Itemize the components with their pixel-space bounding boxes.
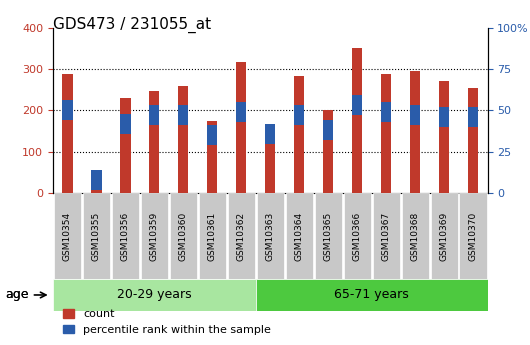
Text: 20-29 years: 20-29 years bbox=[117, 288, 192, 302]
Bar bbox=[265, 124, 276, 144]
Bar bbox=[236, 62, 246, 193]
Text: GSM10367: GSM10367 bbox=[382, 212, 391, 261]
FancyBboxPatch shape bbox=[430, 193, 458, 279]
Bar bbox=[323, 110, 333, 193]
FancyBboxPatch shape bbox=[199, 193, 226, 279]
Text: age: age bbox=[5, 288, 29, 302]
Bar bbox=[178, 106, 189, 125]
Text: GSM10362: GSM10362 bbox=[237, 212, 246, 261]
Text: GSM10361: GSM10361 bbox=[208, 212, 217, 261]
FancyBboxPatch shape bbox=[286, 193, 313, 279]
Bar bbox=[381, 75, 391, 193]
FancyBboxPatch shape bbox=[83, 193, 110, 279]
Bar bbox=[468, 107, 478, 127]
Bar bbox=[63, 75, 73, 193]
Text: GSM10359: GSM10359 bbox=[150, 212, 159, 261]
Bar bbox=[439, 81, 449, 193]
Text: GSM10368: GSM10368 bbox=[411, 212, 420, 261]
Text: GSM10366: GSM10366 bbox=[353, 212, 361, 261]
Bar bbox=[294, 76, 304, 193]
Bar bbox=[178, 86, 189, 193]
FancyBboxPatch shape bbox=[373, 193, 400, 279]
FancyBboxPatch shape bbox=[170, 193, 197, 279]
Text: age: age bbox=[5, 288, 29, 302]
FancyBboxPatch shape bbox=[460, 193, 487, 279]
FancyBboxPatch shape bbox=[141, 193, 168, 279]
Bar bbox=[294, 106, 304, 125]
Bar bbox=[352, 48, 363, 193]
Bar bbox=[91, 170, 102, 190]
Bar bbox=[63, 100, 73, 120]
Legend: count, percentile rank within the sample: count, percentile rank within the sample bbox=[58, 305, 275, 339]
Text: GSM10363: GSM10363 bbox=[266, 212, 275, 261]
FancyBboxPatch shape bbox=[53, 279, 256, 311]
Bar bbox=[149, 106, 160, 125]
Text: GDS473 / 231055_at: GDS473 / 231055_at bbox=[53, 17, 211, 33]
FancyBboxPatch shape bbox=[228, 193, 255, 279]
Bar bbox=[120, 98, 130, 193]
Bar bbox=[410, 106, 420, 125]
FancyBboxPatch shape bbox=[257, 193, 284, 279]
Bar bbox=[236, 102, 246, 122]
Bar bbox=[381, 102, 391, 122]
Bar bbox=[265, 130, 276, 193]
Bar bbox=[149, 90, 160, 193]
Text: GSM10356: GSM10356 bbox=[121, 212, 130, 261]
Bar bbox=[468, 88, 478, 193]
Bar bbox=[352, 96, 363, 115]
Text: GSM10355: GSM10355 bbox=[92, 212, 101, 261]
FancyBboxPatch shape bbox=[54, 193, 81, 279]
Text: 65-71 years: 65-71 years bbox=[334, 288, 409, 302]
FancyBboxPatch shape bbox=[315, 193, 342, 279]
Bar bbox=[207, 121, 217, 193]
FancyBboxPatch shape bbox=[402, 193, 429, 279]
FancyBboxPatch shape bbox=[112, 193, 139, 279]
Text: GSM10360: GSM10360 bbox=[179, 212, 188, 261]
Bar bbox=[120, 114, 130, 134]
Bar bbox=[439, 107, 449, 127]
Text: GSM10354: GSM10354 bbox=[63, 212, 72, 261]
Bar bbox=[91, 177, 102, 193]
Text: GSM10369: GSM10369 bbox=[440, 212, 448, 261]
Text: GSM10370: GSM10370 bbox=[469, 212, 478, 261]
Text: GSM10365: GSM10365 bbox=[324, 212, 333, 261]
Bar bbox=[207, 125, 217, 145]
FancyBboxPatch shape bbox=[256, 279, 488, 311]
FancyBboxPatch shape bbox=[343, 193, 371, 279]
Bar bbox=[323, 120, 333, 140]
Text: GSM10364: GSM10364 bbox=[295, 212, 304, 261]
Bar bbox=[410, 71, 420, 193]
